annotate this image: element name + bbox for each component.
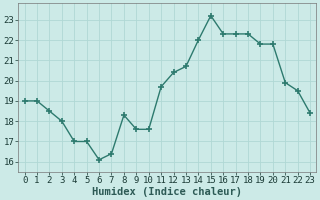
X-axis label: Humidex (Indice chaleur): Humidex (Indice chaleur) xyxy=(92,186,242,197)
